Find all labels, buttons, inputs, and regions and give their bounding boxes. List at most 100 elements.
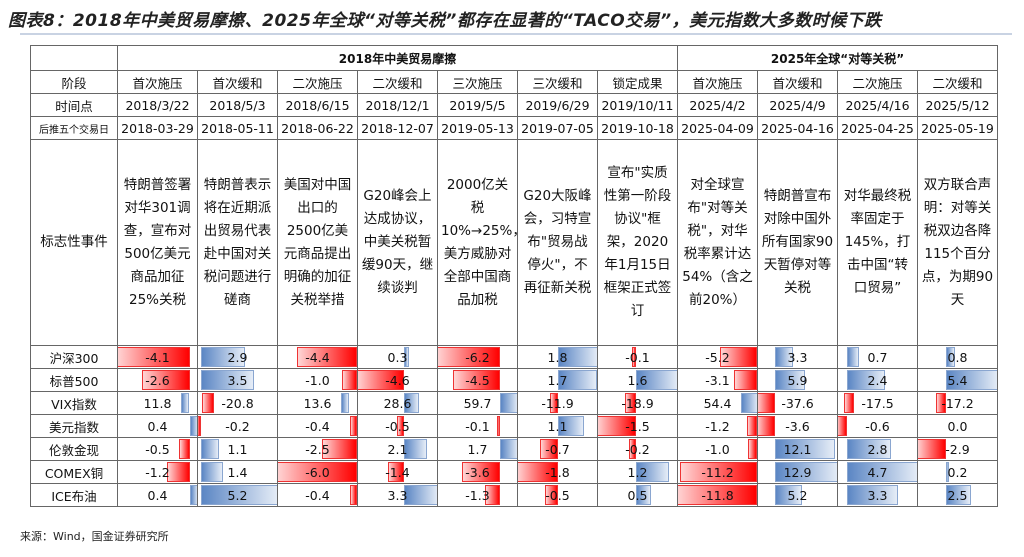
value-cell: -6.0 [277, 460, 358, 484]
cell-value: 0.5 [627, 487, 648, 503]
data-row: ICE布油 0.4 5.2 -0.4 3.3 -1.3 -0.5 0.5 -11.8 5.2 3.3… [30, 483, 998, 507]
positive-data-bar [200, 462, 224, 482]
cell-value: -0.1 [465, 418, 490, 434]
value-cell: -4.1 [117, 345, 198, 369]
cell-value: 1.7 [467, 441, 488, 457]
row-label: 标志性事件 [30, 139, 118, 346]
positive-data-bar [181, 393, 189, 413]
cell-value: 5.9 [787, 372, 808, 388]
header-cell: 二次施压 [277, 70, 358, 94]
header-cell: 二次缓和 [917, 70, 998, 94]
row-label: 沪深300 [30, 345, 118, 369]
value-cell: -4.4 [277, 345, 358, 369]
cell-value: -3.6 [785, 418, 810, 434]
positive-data-bar [636, 462, 669, 482]
value-cell: 0.2 [917, 460, 998, 484]
value-cell: 5.2 [197, 483, 278, 507]
negative-data-bar [358, 370, 404, 390]
cell-value: -1.3 [465, 487, 490, 503]
negative-data-bar [438, 347, 500, 367]
positive-data-bar [945, 370, 997, 390]
value-cell: -3.1 [677, 368, 758, 392]
cell-value: 11.8 [143, 395, 172, 411]
value-cell: -0.4 [277, 483, 358, 507]
value-cell: 1.1 [197, 437, 278, 461]
header-cell: 2025-04-09 [677, 116, 758, 140]
data-row: 美元指数 0.4 -0.2 -0.4 -0.5 -0.1 1.1 -1.5 -1.2 -3.6 -0… [30, 414, 998, 438]
header-cell: 二次施压 [837, 70, 918, 94]
header-cell: 2018/5/3 [197, 93, 278, 117]
cell-value: -37.6 [781, 395, 814, 411]
row-label: 时间点 [30, 93, 118, 117]
negative-data-bar [678, 485, 757, 505]
negative-data-bar [341, 370, 357, 390]
cell-value: -0.2 [625, 441, 650, 457]
cell-value: -6.0 [305, 464, 330, 480]
value-cell: 3.3 [357, 483, 438, 507]
cell-value: 1.8 [547, 349, 568, 365]
value-cell: -1.0 [277, 368, 358, 392]
positive-data-bar [404, 485, 437, 505]
negative-data-bar [631, 347, 637, 367]
value-cell: 0.0 [917, 414, 998, 438]
cell-value: -20.8 [221, 395, 254, 411]
cell-value: 0.0 [947, 418, 968, 434]
header-cell: 2025/4/16 [837, 93, 918, 117]
negative-data-bar [540, 439, 558, 459]
title-divider [20, 33, 1012, 35]
negative-data-bar [202, 393, 214, 413]
positive-data-bar [500, 393, 517, 413]
cell-value: 3.3 [867, 487, 888, 503]
cell-value: 2.1 [387, 441, 408, 457]
value-cell: 1.6 [597, 368, 678, 392]
header-cell: 2025/4/9 [757, 93, 838, 117]
value-cell: -17.5 [837, 391, 918, 415]
event-cell: 特朗普宣布对除中国外所有国家90天暂停对等关税 [757, 139, 838, 346]
negative-data-bar [118, 347, 190, 367]
negative-data-bar [625, 393, 637, 413]
cell-value: 0.4 [147, 418, 168, 434]
value-cell: 0.4 [117, 483, 198, 507]
value-cell: 1.7 [437, 437, 518, 461]
positive-data-bar [200, 485, 277, 505]
positive-data-bar [200, 439, 219, 459]
value-cell: -0.1 [437, 414, 518, 438]
value-cell: 1.8 [517, 345, 598, 369]
positive-data-bar [557, 370, 597, 390]
negative-data-bar [758, 416, 776, 436]
value-cell: 0.8 [917, 345, 998, 369]
positive-data-bar [404, 347, 409, 367]
cell-value: 12.9 [783, 464, 812, 480]
cell-value: 59.7 [463, 395, 492, 411]
value-cell: -1.4 [357, 460, 438, 484]
header-cell: 2025-04-16 [757, 116, 838, 140]
row-label: 标普500 [30, 368, 118, 392]
group-header: 2025年全球“对等关税” [677, 45, 998, 71]
group-header-row: 2018年中美贸易摩擦 2025年全球“对等关税” [30, 45, 998, 71]
cell-value: 1.6 [627, 372, 648, 388]
negative-data-bar [544, 485, 558, 505]
value-cell: -0.4 [277, 414, 358, 438]
negative-data-bar [720, 347, 757, 367]
value-cell: -3.6 [757, 414, 838, 438]
negative-data-bar [278, 462, 357, 482]
positive-data-bar [557, 347, 597, 367]
negative-data-bar [453, 370, 500, 390]
positive-data-bar [846, 485, 899, 505]
header-cell: 2019/5/5 [437, 93, 518, 117]
value-cell: -2.9 [917, 437, 998, 461]
value-cell: -11.9 [517, 391, 598, 415]
negative-data-bar [748, 439, 757, 459]
value-cell: 54.4 [677, 391, 758, 415]
cell-value: -1.8 [545, 464, 570, 480]
negative-data-bar [497, 416, 500, 436]
cell-value: -1.0 [305, 372, 330, 388]
header-cell: 2018/3/22 [117, 93, 198, 117]
positive-data-bar [741, 393, 757, 413]
event-cell: 特朗普表示将在近期派出贸易代表赴中国对关税问题进行磋商 [197, 139, 278, 346]
header-cell: 2018/6/15 [277, 93, 358, 117]
value-cell: -0.7 [517, 437, 598, 461]
data-row: 伦敦金现 -0.5 1.1 -2.5 2.1 1.7 -0.7 -0.2 -1.0 12.1 2.8… [30, 437, 998, 461]
cell-value: 1.7 [547, 372, 568, 388]
negative-data-bar [349, 485, 357, 505]
